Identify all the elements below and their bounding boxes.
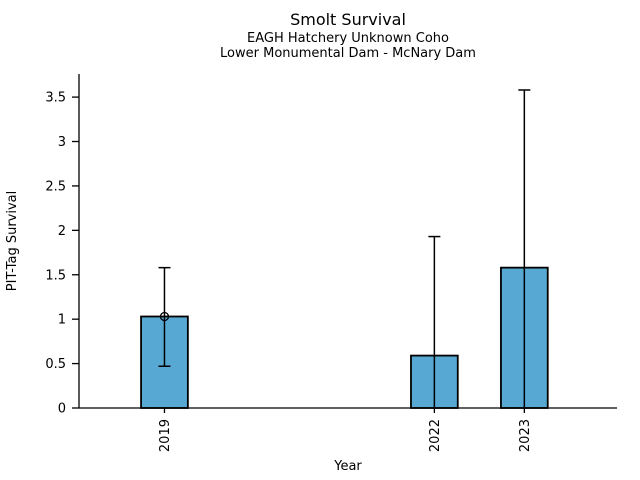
y-tick-label-2: 2 (58, 224, 66, 239)
x-axis-title: Year (333, 459, 362, 474)
chart-title: Smolt Survival (290, 10, 406, 29)
x-tick-label-2022: 2022 (428, 419, 443, 452)
x-tick-label-2023: 2023 (518, 419, 533, 452)
y-tick-label-3.5: 3.5 (45, 91, 66, 106)
y-tick-label-1: 1 (58, 313, 66, 328)
x-tick-label-2019: 2019 (158, 419, 173, 452)
point-marker-icon-2019 (159, 311, 170, 322)
y-tick-label-3: 3 (58, 135, 66, 150)
y-tick-label-0.5: 0.5 (45, 357, 66, 372)
y-tick-label-2.5: 2.5 (45, 179, 66, 194)
chart-subtitle-line1: EAGH Hatchery Unknown Coho (247, 31, 449, 46)
y-axis-title: PIT-Tag Survival (5, 191, 20, 291)
y-tick-label-1.5: 1.5 (45, 268, 66, 283)
y-tick-label-0: 0 (58, 402, 66, 417)
chart-subtitle-line2: Lower Monumental Dam - McNary Dam (220, 46, 476, 61)
